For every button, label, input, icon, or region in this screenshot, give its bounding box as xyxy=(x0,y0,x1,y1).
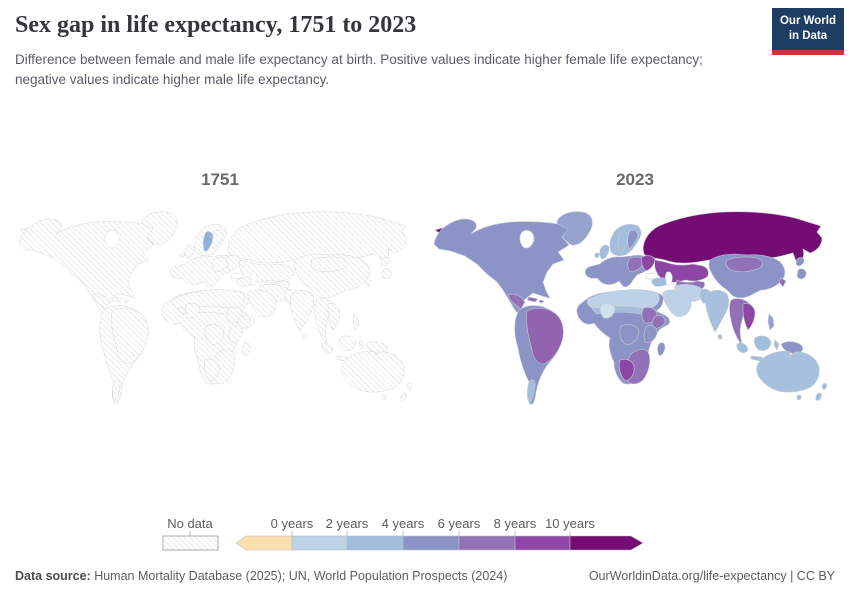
map1751-borneo[interactable] xyxy=(338,335,357,352)
legend-bin-4-6[interactable] xyxy=(402,535,460,551)
map2023-sumatra[interactable] xyxy=(736,342,749,354)
map1751-vietnam[interactable] xyxy=(327,302,341,331)
map2023-cuba[interactable] xyxy=(526,296,539,303)
map2023-uk[interactable] xyxy=(599,244,610,260)
data-source-note: Data source: Human Mortality Database (2… xyxy=(15,569,507,583)
map1751-sri-lanka[interactable] xyxy=(302,334,308,340)
map1751-nz-south[interactable] xyxy=(400,392,407,402)
legend-tick-label-2: 4 years xyxy=(382,516,425,531)
map2023-vietnam[interactable] xyxy=(742,302,756,331)
legend-tick-label-1: 2 years xyxy=(326,516,369,531)
map2023-japan-north[interactable] xyxy=(795,257,805,267)
legend-bin-2-4[interactable] xyxy=(346,535,404,551)
map1751-cuba[interactable] xyxy=(111,296,124,303)
chart-footer: Data source: Human Mortality Database (2… xyxy=(15,569,835,583)
map1751-east-africa[interactable] xyxy=(228,324,243,344)
map1751-uk[interactable] xyxy=(184,244,195,260)
owid-url-link[interactable]: OurWorldinData.org/life-expectancy | CC … xyxy=(588,569,835,583)
data-source-label: Data source: xyxy=(15,569,91,583)
map1751-sumatra[interactable] xyxy=(321,342,334,354)
page-title: Sex gap in life expectancy, 1751 to 2023 xyxy=(15,12,417,38)
chart-subtitle: Difference between female and male life … xyxy=(15,52,703,87)
data-source-text: Human Mortality Database (2025); UN, Wor… xyxy=(90,569,508,583)
world-map-1751 xyxy=(18,211,413,405)
map1751-hispaniola[interactable] xyxy=(123,299,130,304)
map1751-north-america[interactable] xyxy=(18,218,155,320)
legend-tick-label-3: 6 years xyxy=(438,516,481,531)
map2023-sulawesi[interactable] xyxy=(773,339,780,351)
map1751-korea[interactable] xyxy=(363,277,372,288)
map2023-nz-north[interactable] xyxy=(821,382,828,390)
map1751-sulawesi[interactable] xyxy=(358,339,365,351)
world-map-2023 xyxy=(433,211,828,405)
map2023-ireland[interactable] xyxy=(594,252,600,259)
map1751-ireland[interactable] xyxy=(179,252,185,259)
map2023-north-africa[interactable] xyxy=(586,289,660,309)
map2023-north-america[interactable] xyxy=(433,218,570,320)
map2023-australia[interactable] xyxy=(756,350,820,393)
legend-no-data-label: No data xyxy=(167,516,213,531)
map2023-philippines[interactable] xyxy=(767,313,775,331)
map2023-india[interactable] xyxy=(704,289,730,333)
map-year-label-2023: 2023 xyxy=(616,170,654,189)
map2023-tasmania[interactable] xyxy=(796,394,802,401)
map2023-hispaniola[interactable] xyxy=(538,299,545,304)
map2023-sri-lanka[interactable] xyxy=(717,334,723,340)
legend-bin-0-2[interactable] xyxy=(291,535,348,551)
map2023-madagascar[interactable] xyxy=(657,342,666,357)
map1751-caspian-sea xyxy=(249,271,258,286)
owid-logo-line2: in Data xyxy=(788,29,828,42)
legend-bin-6-8[interactable] xyxy=(458,535,516,551)
map2023-nz-south[interactable] xyxy=(815,392,822,402)
map2023-borneo[interactable] xyxy=(753,335,772,352)
map-legend: No data 0 years 2 years 4 years 6 years … xyxy=(162,516,644,551)
owid-logo[interactable]: Our World in Data xyxy=(771,8,844,55)
map1751-india[interactable] xyxy=(289,289,315,333)
map1751-black-sea xyxy=(230,272,244,280)
map2023-caspian-sea xyxy=(664,271,673,286)
legend-bin-above-10[interactable] xyxy=(569,535,644,551)
map2023-east-africa[interactable] xyxy=(643,324,658,344)
map2023-korea[interactable] xyxy=(778,277,787,288)
legend-tick-label-5: 10 years xyxy=(545,516,595,531)
legend-bin-below-0[interactable] xyxy=(235,535,293,551)
map1751-nz-north[interactable] xyxy=(406,382,413,390)
owid-logo-line1: Our World xyxy=(779,15,836,27)
legend-tick-label-0: 0 years xyxy=(271,516,314,531)
map1751-philippines[interactable] xyxy=(352,313,360,331)
map1751-japan-south[interactable] xyxy=(381,268,392,280)
map1751-madagascar[interactable] xyxy=(242,342,251,357)
map1751-tasmania[interactable] xyxy=(381,394,387,401)
legend-bin-8-10[interactable] xyxy=(514,535,571,551)
map1751-north-africa[interactable] xyxy=(171,289,245,309)
map1751-australia[interactable] xyxy=(341,350,405,393)
map1751-japan-north[interactable] xyxy=(380,257,390,267)
legend-tick-label-4: 8 years xyxy=(494,516,537,531)
map-year-label-1751: 1751 xyxy=(201,170,239,189)
legend-no-data-swatch[interactable] xyxy=(162,535,219,551)
map2023-japan-south[interactable] xyxy=(796,268,807,280)
